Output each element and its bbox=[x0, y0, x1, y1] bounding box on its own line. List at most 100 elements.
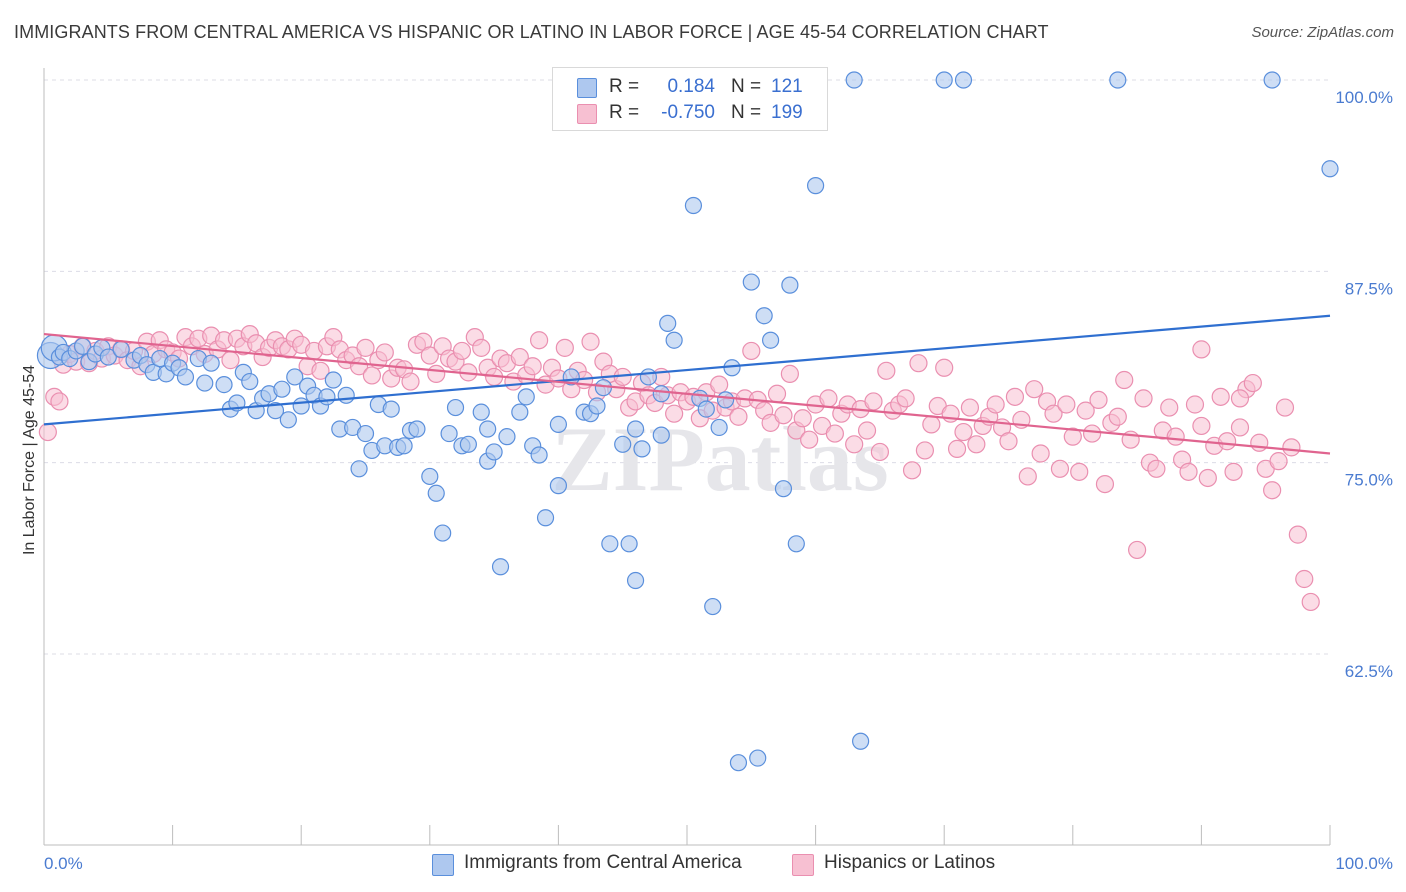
data-point-hispanics bbox=[1263, 481, 1282, 500]
data-point-immigrants bbox=[1263, 71, 1281, 89]
data-point-hispanics bbox=[845, 435, 864, 454]
data-point-hispanics bbox=[1295, 569, 1314, 589]
data-point-immigrants bbox=[286, 368, 304, 386]
data-point-immigrants bbox=[954, 71, 973, 89]
data-point-hispanics bbox=[1089, 390, 1108, 410]
data-point-hispanics bbox=[523, 357, 542, 376]
data-point-hispanics bbox=[915, 441, 935, 460]
bottom-legend-blue-label: Immigrants from Central America bbox=[464, 852, 742, 873]
data-point-immigrants bbox=[434, 524, 452, 542]
data-point-hispanics bbox=[1160, 398, 1179, 417]
data-point-immigrants bbox=[498, 428, 516, 446]
data-point-hispanics bbox=[1218, 432, 1237, 451]
data-point-hispanics bbox=[896, 389, 915, 408]
data-point-hispanics bbox=[221, 351, 240, 370]
data-point-hispanics bbox=[935, 358, 954, 377]
data-point-hispanics bbox=[1082, 424, 1102, 443]
bottom-legend-pink-swatch bbox=[792, 854, 814, 876]
data-point-hispanics bbox=[427, 364, 446, 383]
data-point-immigrants bbox=[382, 400, 400, 418]
legend-r-value: -0.750 bbox=[661, 102, 715, 123]
data-point-hispanics bbox=[311, 361, 330, 380]
data-point-hispanics bbox=[1275, 398, 1295, 417]
data-point-hispanics bbox=[420, 346, 439, 365]
data-point-immigrants bbox=[1109, 71, 1127, 89]
data-point-hispanics bbox=[1166, 427, 1185, 446]
data-point-hispanics bbox=[375, 343, 394, 362]
data-point-hispanics bbox=[825, 424, 844, 443]
data-point-immigrants bbox=[292, 397, 310, 415]
data-point-hispanics bbox=[922, 415, 941, 434]
data-point-immigrants bbox=[620, 535, 638, 553]
data-point-immigrants bbox=[588, 397, 606, 415]
bottom-legend-pink-label: Hispanics or Latinos bbox=[824, 852, 996, 873]
data-point-hispanics bbox=[1282, 438, 1301, 457]
data-point-immigrants bbox=[459, 435, 477, 453]
data-point-hispanics bbox=[819, 389, 838, 408]
data-point-hispanics bbox=[1269, 452, 1288, 471]
data-point-hispanics bbox=[38, 422, 57, 442]
data-point-hispanics bbox=[1115, 370, 1134, 390]
data-point-immigrants bbox=[652, 426, 670, 444]
data-point-immigrants bbox=[517, 388, 535, 406]
data-point-immigrants bbox=[273, 380, 291, 398]
data-point-hispanics bbox=[1134, 389, 1153, 408]
x-tick-label-min: 0.0% bbox=[44, 854, 83, 873]
data-point-immigrants bbox=[652, 385, 670, 403]
data-point-hispanics bbox=[1057, 395, 1076, 414]
data-point-immigrants bbox=[530, 446, 548, 464]
data-point-immigrants bbox=[633, 440, 651, 458]
data-point-immigrants bbox=[639, 368, 658, 386]
data-point-hispanics bbox=[1044, 404, 1063, 423]
data-point-immigrants bbox=[614, 435, 632, 453]
legend-r-value: 0.184 bbox=[667, 76, 715, 97]
data-point-immigrants bbox=[697, 400, 715, 418]
data-point-hispanics bbox=[1070, 462, 1089, 481]
data-point-immigrants bbox=[479, 420, 497, 438]
data-point-hispanics bbox=[50, 392, 69, 411]
bottom-legend-pink: Hispanics or Latinos bbox=[792, 852, 996, 876]
data-point-hispanics bbox=[452, 341, 472, 361]
y-tick-labels: 62.5% 75.0% 87.5% 100.0% bbox=[1335, 88, 1393, 681]
data-point-immigrants bbox=[176, 368, 195, 386]
data-point-hispanics bbox=[1063, 427, 1082, 446]
legend-r-label: R = bbox=[609, 76, 640, 97]
data-point-hispanics bbox=[877, 361, 896, 380]
data-point-immigrants bbox=[99, 348, 117, 366]
data-point-hispanics bbox=[510, 347, 529, 367]
data-point-immigrants bbox=[337, 386, 355, 404]
trend-line-immigrants bbox=[43, 314, 1331, 426]
data-point-hispanics bbox=[1076, 401, 1095, 420]
legend-row-blue: R = 0.184 N = 121 bbox=[553, 76, 827, 102]
data-point-immigrants bbox=[659, 314, 677, 332]
data-point-hispanics bbox=[1108, 407, 1127, 426]
data-point-hispanics bbox=[1224, 462, 1243, 481]
data-point-hispanics bbox=[1005, 387, 1025, 406]
y-tick-label: 100.0% bbox=[1335, 88, 1393, 107]
data-point-hispanics bbox=[710, 375, 729, 394]
data-point-hispanics bbox=[902, 461, 922, 480]
data-point-immigrants bbox=[395, 437, 413, 455]
data-point-immigrants bbox=[1321, 160, 1339, 178]
axes bbox=[43, 68, 1331, 846]
data-point-hispanics bbox=[356, 338, 375, 357]
data-point-immigrants bbox=[594, 379, 613, 397]
data-point-immigrants bbox=[549, 477, 568, 495]
data-point-immigrants bbox=[549, 415, 568, 433]
data-point-immigrants bbox=[755, 307, 773, 325]
data-point-hispanics bbox=[530, 331, 549, 350]
chart-source: Source: ZipAtlas.com bbox=[1251, 24, 1394, 41]
data-point-immigrants bbox=[787, 535, 805, 553]
data-point-immigrants bbox=[665, 331, 683, 349]
data-point-hispanics bbox=[857, 421, 877, 440]
correlation-legend: R = 0.184 N = 121 R = -0.750 N = 199 bbox=[552, 67, 828, 131]
trend-lines bbox=[43, 314, 1331, 455]
data-point-immigrants bbox=[742, 273, 760, 291]
bottom-legend-blue: Immigrants from Central America bbox=[432, 852, 742, 876]
data-point-immigrants bbox=[806, 177, 825, 195]
data-point-immigrants bbox=[446, 398, 465, 417]
data-point-hispanics bbox=[1301, 592, 1320, 612]
data-point-hispanics bbox=[954, 422, 973, 442]
data-point-immigrants bbox=[472, 403, 490, 421]
data-point-hispanics bbox=[870, 442, 890, 462]
